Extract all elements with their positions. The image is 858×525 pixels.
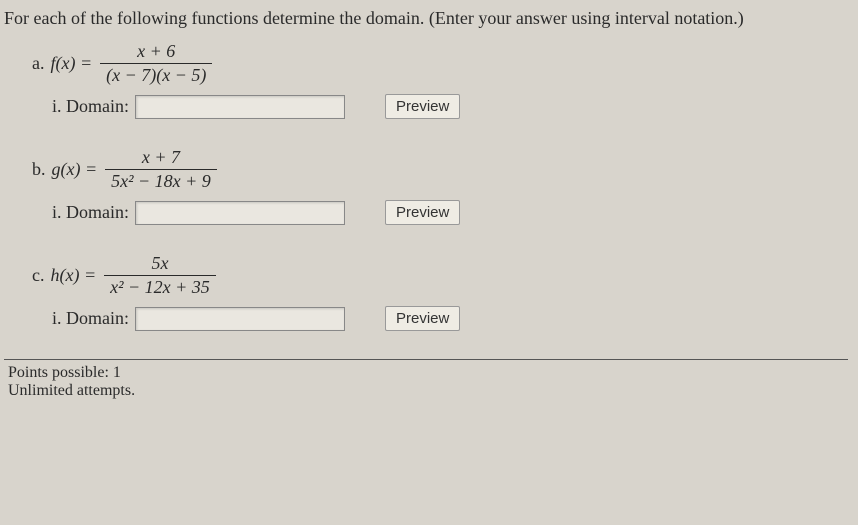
problem-c-denominator: x² − 12x + 35	[104, 275, 216, 298]
problem-c-numerator: 5x	[145, 253, 174, 275]
problem-a-preview-button[interactable]: Preview	[385, 94, 460, 119]
problem-b-domain-label: i. Domain:	[52, 202, 129, 223]
problem-a-lhs: f(x) =	[51, 53, 93, 74]
problem-b-domain-input[interactable]	[135, 201, 345, 225]
problem-a-label: a.	[32, 53, 45, 74]
problem-a-domain-label: i. Domain:	[52, 96, 129, 117]
problem-b-denominator: 5x² − 18x + 9	[105, 169, 217, 192]
instruction-text: For each of the following functions dete…	[4, 8, 848, 29]
problem-a-domain-input[interactable]	[135, 95, 345, 119]
problem-b-label: b.	[32, 159, 46, 180]
problem-c-lhs: h(x) =	[51, 265, 97, 286]
problem-a-denominator: (x − 7)(x − 5)	[100, 63, 212, 86]
problem-a-numerator: x + 6	[131, 41, 181, 63]
problem-b-fraction: x + 7 5x² − 18x + 9	[105, 147, 217, 192]
problem-a: a. f(x) = x + 6 (x − 7)(x − 5) i. Domain…	[32, 41, 848, 119]
problem-b-lhs: g(x) =	[52, 159, 98, 180]
problem-c-domain-input[interactable]	[135, 307, 345, 331]
problem-b-preview-button[interactable]: Preview	[385, 200, 460, 225]
problem-c-label: c.	[32, 265, 45, 286]
problem-c-preview-button[interactable]: Preview	[385, 306, 460, 331]
attempts-info: Unlimited attempts.	[8, 382, 848, 400]
footer: Points possible: 1 Unlimited attempts.	[4, 359, 848, 400]
points-possible: Points possible: 1	[8, 364, 848, 382]
problem-a-fraction: x + 6 (x − 7)(x − 5)	[100, 41, 212, 86]
problem-b: b. g(x) = x + 7 5x² − 18x + 9 i. Domain:…	[32, 147, 848, 225]
problem-b-numerator: x + 7	[136, 147, 186, 169]
problem-c-domain-label: i. Domain:	[52, 308, 129, 329]
problem-c: c. h(x) = 5x x² − 12x + 35 i. Domain: Pr…	[32, 253, 848, 331]
problem-c-fraction: 5x x² − 12x + 35	[104, 253, 216, 298]
